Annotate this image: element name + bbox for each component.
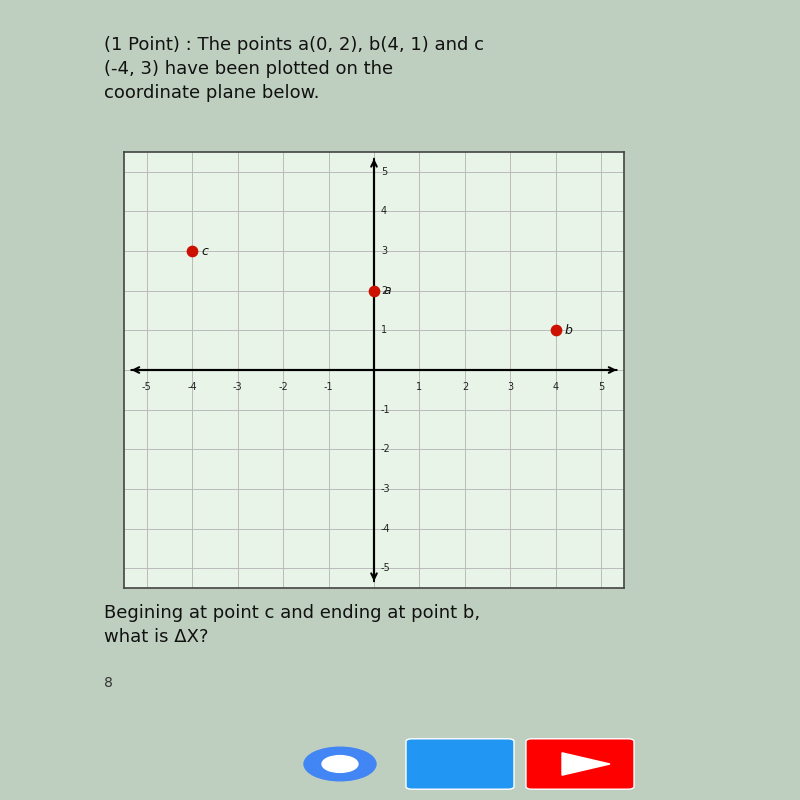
- Text: 1: 1: [416, 382, 422, 392]
- FancyBboxPatch shape: [406, 739, 514, 789]
- Text: 5: 5: [381, 167, 387, 177]
- Text: coordinate plane below.: coordinate plane below.: [104, 84, 319, 102]
- Text: b: b: [565, 324, 573, 337]
- Circle shape: [322, 755, 358, 773]
- Text: 8: 8: [104, 676, 113, 690]
- Text: -1: -1: [324, 382, 334, 392]
- Text: 2: 2: [462, 382, 468, 392]
- Text: 1: 1: [381, 326, 387, 335]
- Text: -4: -4: [381, 523, 390, 534]
- Text: 5: 5: [598, 382, 604, 392]
- Text: -4: -4: [187, 382, 197, 392]
- Text: a: a: [383, 284, 390, 298]
- Text: -2: -2: [278, 382, 288, 392]
- Text: 2: 2: [381, 286, 387, 296]
- Text: Begining at point c and ending at point b,: Begining at point c and ending at point …: [104, 604, 480, 622]
- FancyBboxPatch shape: [526, 739, 634, 789]
- Text: what is ΔX?: what is ΔX?: [104, 628, 209, 646]
- Text: -3: -3: [233, 382, 242, 392]
- Text: -5: -5: [142, 382, 152, 392]
- Circle shape: [304, 747, 376, 781]
- Point: [368, 284, 381, 297]
- Text: c: c: [202, 245, 208, 258]
- Text: (1 Point) : The points a(0, 2), b(4, 1) and c: (1 Point) : The points a(0, 2), b(4, 1) …: [104, 36, 484, 54]
- Text: 4: 4: [381, 206, 387, 217]
- Text: 4: 4: [553, 382, 559, 392]
- Text: (-4, 3) have been plotted on the: (-4, 3) have been plotted on the: [104, 60, 393, 78]
- Point: [186, 245, 198, 258]
- Text: -1: -1: [381, 405, 390, 414]
- Text: -3: -3: [381, 484, 390, 494]
- Text: 3: 3: [381, 246, 387, 256]
- Text: -2: -2: [381, 444, 390, 454]
- Polygon shape: [562, 753, 610, 775]
- Point: [550, 324, 562, 337]
- Text: -5: -5: [381, 563, 390, 573]
- Text: 3: 3: [507, 382, 514, 392]
